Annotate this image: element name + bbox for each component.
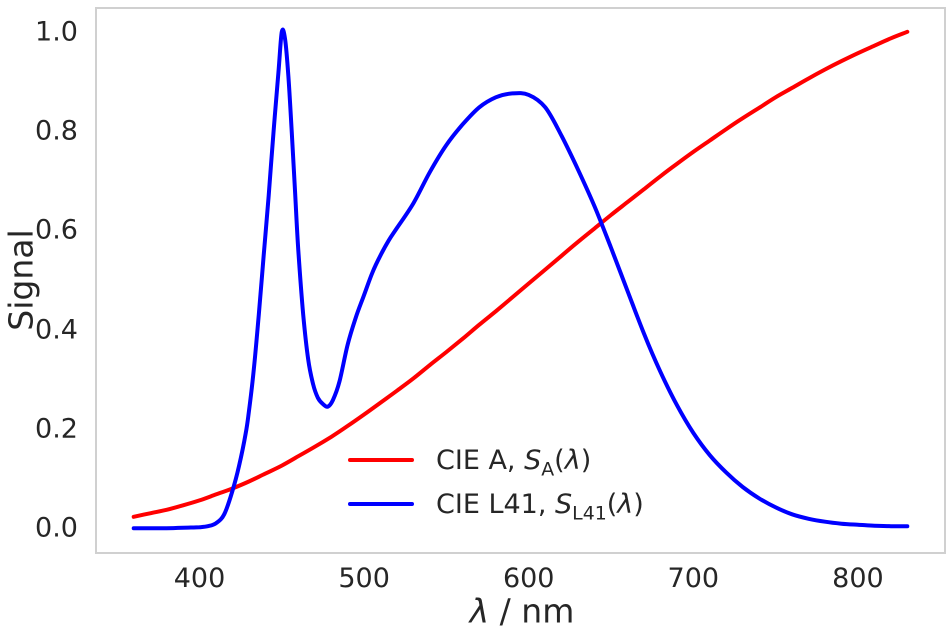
x-tick-label-600: 600 — [502, 563, 555, 594]
legend-item-cie-a: CIE A, SA(λ) — [348, 441, 644, 479]
legend-line-cie-l41 — [348, 502, 414, 506]
plot-frame — [95, 7, 946, 554]
lambda-symbol: λ — [469, 591, 490, 631]
y-tick-label-4: 0.8 — [35, 115, 78, 147]
y-tick-label-2: 0.4 — [35, 314, 78, 346]
x-tick-label-500: 500 — [338, 563, 390, 594]
legend-label-cie-a: CIE A, SA(λ) — [436, 444, 592, 480]
x-axis-title-unit: / nm — [489, 591, 575, 631]
x-tick-label-700: 700 — [667, 563, 720, 594]
y-tick-label-1: 0.2 — [35, 413, 78, 445]
y-tick-label-5: 1.0 — [35, 16, 78, 48]
x-tick-label-800: 800 — [832, 563, 884, 594]
legend-label-cie-l41: CIE L41, SL41(λ) — [436, 488, 644, 524]
y-axis-title: Signal — [1, 229, 41, 331]
cie-l41-curve — [131, 27, 910, 531]
cie-a-curve — [131, 29, 910, 519]
y-tick-label-0: 0.0 — [35, 512, 78, 544]
x-tick-label-400: 400 — [173, 563, 226, 594]
legend-line-cie-a — [348, 458, 414, 462]
x-axis-title: λ / nm — [470, 595, 575, 628]
legend-item-cie-l41: CIE L41, SL41(λ) — [348, 485, 644, 523]
y-tick-label-3: 0.6 — [35, 214, 78, 246]
legend: CIE A, SA(λ) CIE L41, SL41(λ) — [348, 441, 644, 529]
